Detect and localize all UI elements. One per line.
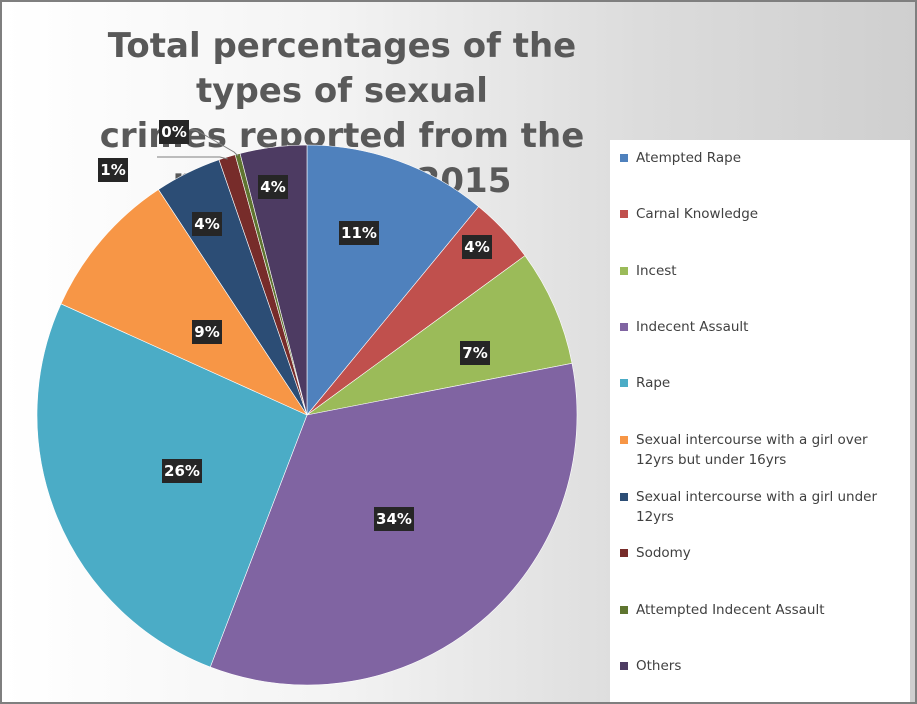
data-label-text: 26% <box>164 462 200 480</box>
legend-label: Incest <box>636 263 677 279</box>
legend-label: Sexual intercourse with a girl under 12y… <box>636 489 878 525</box>
pie-chart: 11% 4% 7% 34% 26% 9% 4% 1% 0% 4% <box>36 120 578 686</box>
pie-slice <box>36 303 308 668</box>
data-label-text: 7% <box>462 344 487 362</box>
data-label-box <box>162 459 202 483</box>
pie-slices <box>36 144 578 686</box>
data-label-text: 4% <box>464 238 489 256</box>
data-label-box <box>339 221 379 245</box>
legend-label: Atempted Rape <box>636 150 742 166</box>
legend-swatch <box>620 606 628 614</box>
leader-line <box>157 156 228 160</box>
legend-label: Indecent Assault <box>636 319 749 335</box>
pie-slice <box>239 144 308 416</box>
data-label-box <box>258 175 288 199</box>
data-label-box <box>192 320 222 344</box>
legend-swatch <box>620 267 628 275</box>
data-label: 0% <box>159 120 189 144</box>
legend-label: Attempted Indecent Assault <box>636 602 825 618</box>
data-label-text: 34% <box>376 510 412 528</box>
data-label: 1% <box>98 158 128 182</box>
data-label: 4% <box>258 175 288 199</box>
data-label: 4% <box>192 212 222 236</box>
data-label: 7% <box>460 341 490 365</box>
data-label: 4% <box>462 235 492 259</box>
data-label-box <box>192 212 222 236</box>
chart-title-line-1: Total percentages of the types of sexual <box>107 26 577 111</box>
data-label-text: 4% <box>194 215 219 233</box>
data-label-text: 1% <box>100 161 125 179</box>
legend-swatch <box>620 549 628 557</box>
legend-label: Sexual intercourse with a girl over 12yr… <box>636 432 868 468</box>
data-label-box <box>159 120 189 144</box>
legend-swatch <box>620 662 628 670</box>
data-label-text: 11% <box>341 224 377 242</box>
legend-label: Sodomy <box>636 545 691 561</box>
data-label-box <box>374 507 414 531</box>
data-label-box <box>98 158 128 182</box>
legend-swatch <box>620 210 628 218</box>
data-label-text: 9% <box>194 323 219 341</box>
chart-legend: Atempted Rape Carnal Knowledge Incest Indec… <box>610 140 910 702</box>
data-label: 26% <box>162 459 202 483</box>
leader-line <box>188 129 239 157</box>
legend-swatch <box>620 154 628 162</box>
data-label: 9% <box>192 320 222 344</box>
data-label: 34% <box>374 507 414 531</box>
legend-swatch <box>620 379 628 387</box>
legend-swatch <box>620 436 628 444</box>
legend-swatch <box>620 493 628 501</box>
pie-slice <box>306 255 573 416</box>
pie-slice <box>60 189 308 416</box>
legend-label: Carnal Knowledge <box>636 206 759 222</box>
legend-label: Others <box>636 658 682 674</box>
legend-swatch <box>620 323 628 331</box>
data-label: 11% <box>339 221 379 245</box>
data-label-box <box>462 235 492 259</box>
data-label-box <box>460 341 490 365</box>
data-label-text: 4% <box>260 178 285 196</box>
data-label-text: 0% <box>161 123 186 141</box>
pie-slice <box>306 144 480 416</box>
legend-label: Rape <box>636 375 671 391</box>
